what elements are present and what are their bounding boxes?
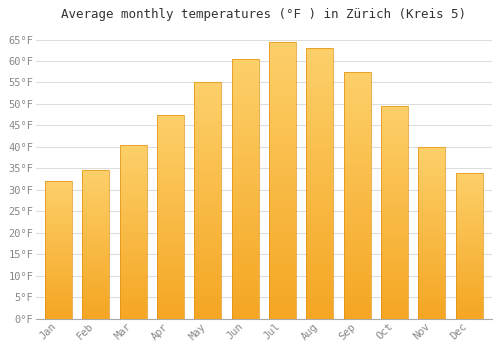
Bar bbox=[120, 145, 146, 318]
Bar bbox=[344, 72, 370, 318]
Bar bbox=[381, 106, 408, 318]
Bar bbox=[194, 83, 222, 318]
Bar bbox=[157, 115, 184, 318]
Bar bbox=[82, 170, 110, 318]
Bar bbox=[418, 147, 446, 318]
Bar bbox=[306, 48, 334, 318]
Bar bbox=[232, 59, 258, 318]
Bar bbox=[456, 173, 482, 318]
Title: Average monthly temperatures (°F ) in Zürich (Kreis 5): Average monthly temperatures (°F ) in Zü… bbox=[62, 8, 466, 21]
Bar bbox=[269, 42, 296, 318]
Bar bbox=[45, 181, 72, 318]
